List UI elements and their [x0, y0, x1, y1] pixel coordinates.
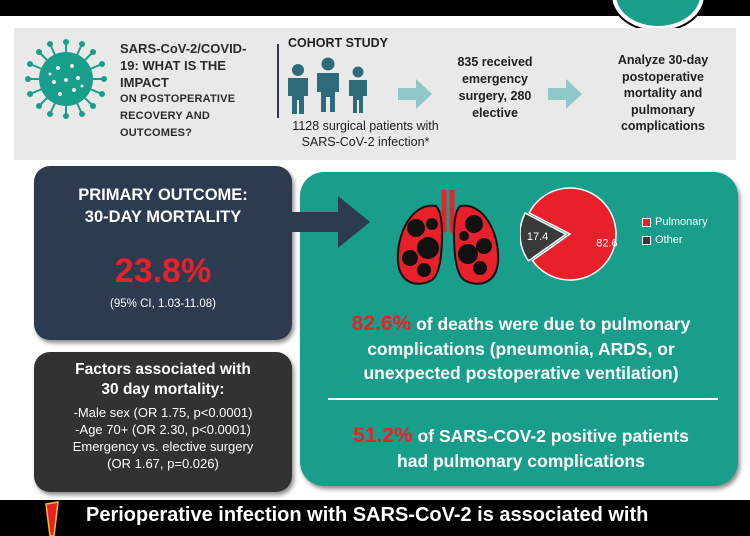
divider-line	[277, 44, 279, 118]
arrow-right-icon	[548, 79, 582, 109]
lungs-icon	[396, 190, 500, 285]
factors-panel	[34, 352, 292, 492]
question-line: 19: WHAT IS THE IMPACT	[120, 58, 226, 90]
pie-label-other: 17.4	[527, 231, 548, 243]
factor-item: Emergency vs. elective surgery	[72, 439, 254, 454]
mortality-value: 23.8%	[114, 252, 212, 290]
cohort-title: COHORT STUDY	[288, 36, 388, 50]
analyze-line: postoperative	[622, 69, 704, 84]
emergency-line: 835 received	[457, 55, 533, 69]
pulmonary-percentage: 51.2%	[353, 424, 413, 447]
factors-title-line: 30 day mortality:	[101, 381, 225, 398]
emergency-line: surgery, 280	[458, 89, 532, 103]
pulmonary-statement: 51.2% of SARS-COV-2 positive patients ha…	[304, 424, 738, 473]
research-question: SARS-CoV-2/COVID- 19: WHAT IS THE IMPACT…	[120, 40, 270, 142]
emergency-line: elective	[472, 106, 518, 120]
pie-chart: 82.6 17.4	[520, 187, 618, 281]
pie-slice-other	[520, 212, 568, 262]
pulmonary-outcomes-panel	[300, 172, 738, 486]
top-title-bar	[0, 0, 750, 16]
conclusion-bar	[0, 500, 750, 536]
pie-label-pulmonary: 82.6	[596, 237, 617, 249]
primary-outcome-panel	[34, 166, 292, 340]
primary-outcome-title: PRIMARY OUTCOME: 30-DAY MORTALITY	[34, 184, 292, 228]
analyze-line: pulmonary	[631, 102, 695, 117]
emergency-summary: 835 received emergency surgery, 280 elec…	[440, 54, 550, 122]
arrow-right-icon	[286, 196, 370, 248]
legend-item-other: Other	[642, 234, 708, 246]
analyze-line: complications	[620, 119, 706, 133]
pulmonary-text-line: of SARS-COV-2 positive patients	[417, 426, 689, 446]
divider-line	[328, 398, 718, 400]
study-design-band	[14, 28, 736, 160]
deaths-text-line: complications (pneumonia, ARDS, or	[367, 338, 675, 359]
primary-title-line: PRIMARY OUTCOME:	[78, 186, 248, 204]
primary-title-line: 30-DAY MORTALITY	[84, 208, 242, 226]
legend-label: Pulmonary	[655, 216, 708, 228]
factor-item: -Age 70+ (OR 2.30, p<0.0001)	[75, 422, 251, 437]
factors-title: Factors associated with 30 day mortality…	[34, 360, 292, 400]
chart-legend: Pulmonary Other	[642, 216, 708, 252]
cohort-description: 1128 surgical patients with SARS-CoV-2 i…	[278, 118, 453, 150]
people-icon	[288, 57, 367, 114]
legend-swatch	[642, 235, 651, 245]
deaths-percentage: 82.6%	[351, 312, 412, 335]
question-line: ON POSTOPERATIVE	[120, 93, 236, 105]
pulmonary-text-line: had pulmonary complications	[397, 450, 645, 471]
deaths-text-line: unexpected postoperative ventilation)	[363, 363, 679, 383]
logo-badge	[612, 0, 704, 30]
exclamation-icon	[45, 501, 59, 536]
deaths-statement: 82.6% of deaths were due to pulmonary co…	[304, 312, 738, 386]
legend-label: Other	[655, 234, 683, 246]
legend-swatch	[642, 217, 651, 227]
factors-title-line: Factors associated with	[75, 361, 251, 378]
pie-slice-pulmonary	[528, 187, 617, 281]
cohort-text-line: SARS-CoV-2 infection*	[301, 135, 430, 149]
factor-item: (OR 1.67, p=0.026)	[107, 456, 219, 471]
emergency-line: emergency	[461, 72, 528, 86]
arrow-right-icon	[398, 79, 432, 109]
analysis-summary: Analyze 30-day postoperative mortality a…	[592, 52, 734, 135]
deaths-text-line: of deaths were due to pulmonary	[416, 314, 691, 334]
question-line: OUTCOMES?	[120, 127, 193, 139]
virus-icon	[25, 39, 107, 119]
legend-item-pulmonary: Pulmonary	[642, 216, 708, 228]
question-line: RECOVERY AND	[120, 110, 211, 122]
analyze-line: Analyze 30-day	[617, 53, 709, 67]
analyze-line: mortality and	[623, 86, 703, 100]
conclusion-text: Perioperative infection with SARS-CoV-2 …	[86, 504, 649, 526]
factor-item: -Male sex (OR 1.75, p<0.0001)	[73, 405, 253, 420]
cohort-text-line: 1128 surgical patients with	[292, 119, 439, 133]
question-line: SARS-CoV-2/COVID-	[120, 41, 247, 56]
confidence-interval: (95% CI, 1.03-11.08)	[110, 298, 216, 310]
factors-list: -Male sex (OR 1.75, p<0.0001) -Age 70+ (…	[34, 404, 292, 472]
